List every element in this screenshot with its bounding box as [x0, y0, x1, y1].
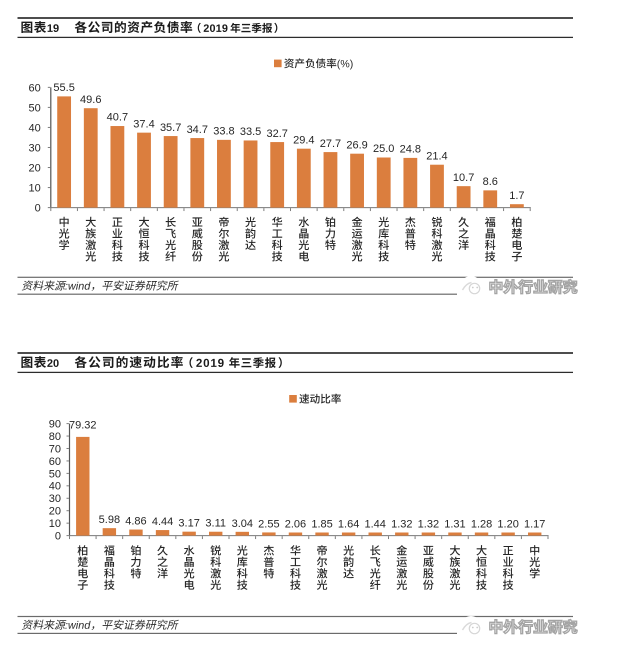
svg-text:24.8: 24.8 [400, 144, 421, 156]
svg-text:70: 70 [49, 443, 61, 455]
svg-text:1.28: 1.28 [471, 519, 492, 531]
svg-text:79.32: 79.32 [69, 420, 97, 432]
svg-text:60: 60 [29, 82, 41, 94]
svg-text:55.5: 55.5 [53, 82, 74, 94]
svg-text:29.4: 29.4 [293, 134, 314, 146]
svg-text:3.17: 3.17 [178, 518, 199, 530]
svg-text:4.86: 4.86 [125, 516, 146, 528]
svg-text:33.8: 33.8 [213, 126, 234, 138]
svg-text:30: 30 [49, 493, 61, 505]
svg-text:21.4: 21.4 [426, 150, 447, 162]
svg-text:30: 30 [29, 142, 41, 154]
svg-text:34.7: 34.7 [187, 124, 208, 136]
svg-text:20: 20 [49, 506, 61, 518]
svg-text:20: 20 [29, 162, 41, 174]
svg-text:1.32: 1.32 [418, 519, 439, 531]
svg-text:3.04: 3.04 [232, 518, 253, 530]
svg-text:27.7: 27.7 [320, 138, 341, 150]
svg-text:35.7: 35.7 [160, 122, 181, 134]
svg-text:1.17: 1.17 [524, 519, 545, 531]
svg-text:50: 50 [29, 102, 41, 114]
svg-text:49.6: 49.6 [80, 94, 101, 106]
svg-text:1.7: 1.7 [509, 190, 524, 202]
svg-text:1.20: 1.20 [497, 519, 518, 531]
svg-text:0: 0 [55, 531, 61, 543]
svg-text:25.0: 25.0 [373, 143, 394, 155]
svg-text:1.64: 1.64 [338, 519, 359, 531]
svg-text:32.7: 32.7 [266, 128, 287, 140]
svg-text:60: 60 [49, 456, 61, 468]
svg-text:40: 40 [29, 122, 41, 134]
svg-text:10: 10 [29, 182, 41, 194]
svg-text:26.9: 26.9 [346, 139, 367, 151]
svg-text:5.98: 5.98 [99, 514, 120, 526]
svg-text:2.06: 2.06 [285, 519, 306, 531]
svg-text:1.44: 1.44 [364, 519, 385, 531]
svg-text:40.7: 40.7 [107, 112, 128, 124]
svg-text:10.7: 10.7 [453, 172, 474, 184]
svg-text:1.32: 1.32 [391, 519, 412, 531]
svg-text:4.44: 4.44 [152, 516, 173, 528]
svg-text:1.85: 1.85 [311, 519, 332, 531]
svg-text:80: 80 [49, 431, 61, 443]
svg-text:37.4: 37.4 [133, 118, 154, 130]
svg-text:3.11: 3.11 [205, 518, 226, 530]
svg-text:0: 0 [35, 203, 41, 215]
svg-text:8.6: 8.6 [483, 176, 498, 188]
svg-text:10: 10 [49, 518, 61, 530]
svg-text:90: 90 [49, 419, 61, 431]
svg-text:33.5: 33.5 [240, 126, 261, 138]
svg-text:1.31: 1.31 [444, 519, 465, 531]
svg-text:40: 40 [49, 481, 61, 493]
svg-text:50: 50 [49, 468, 61, 480]
svg-text:2.55: 2.55 [258, 518, 279, 530]
